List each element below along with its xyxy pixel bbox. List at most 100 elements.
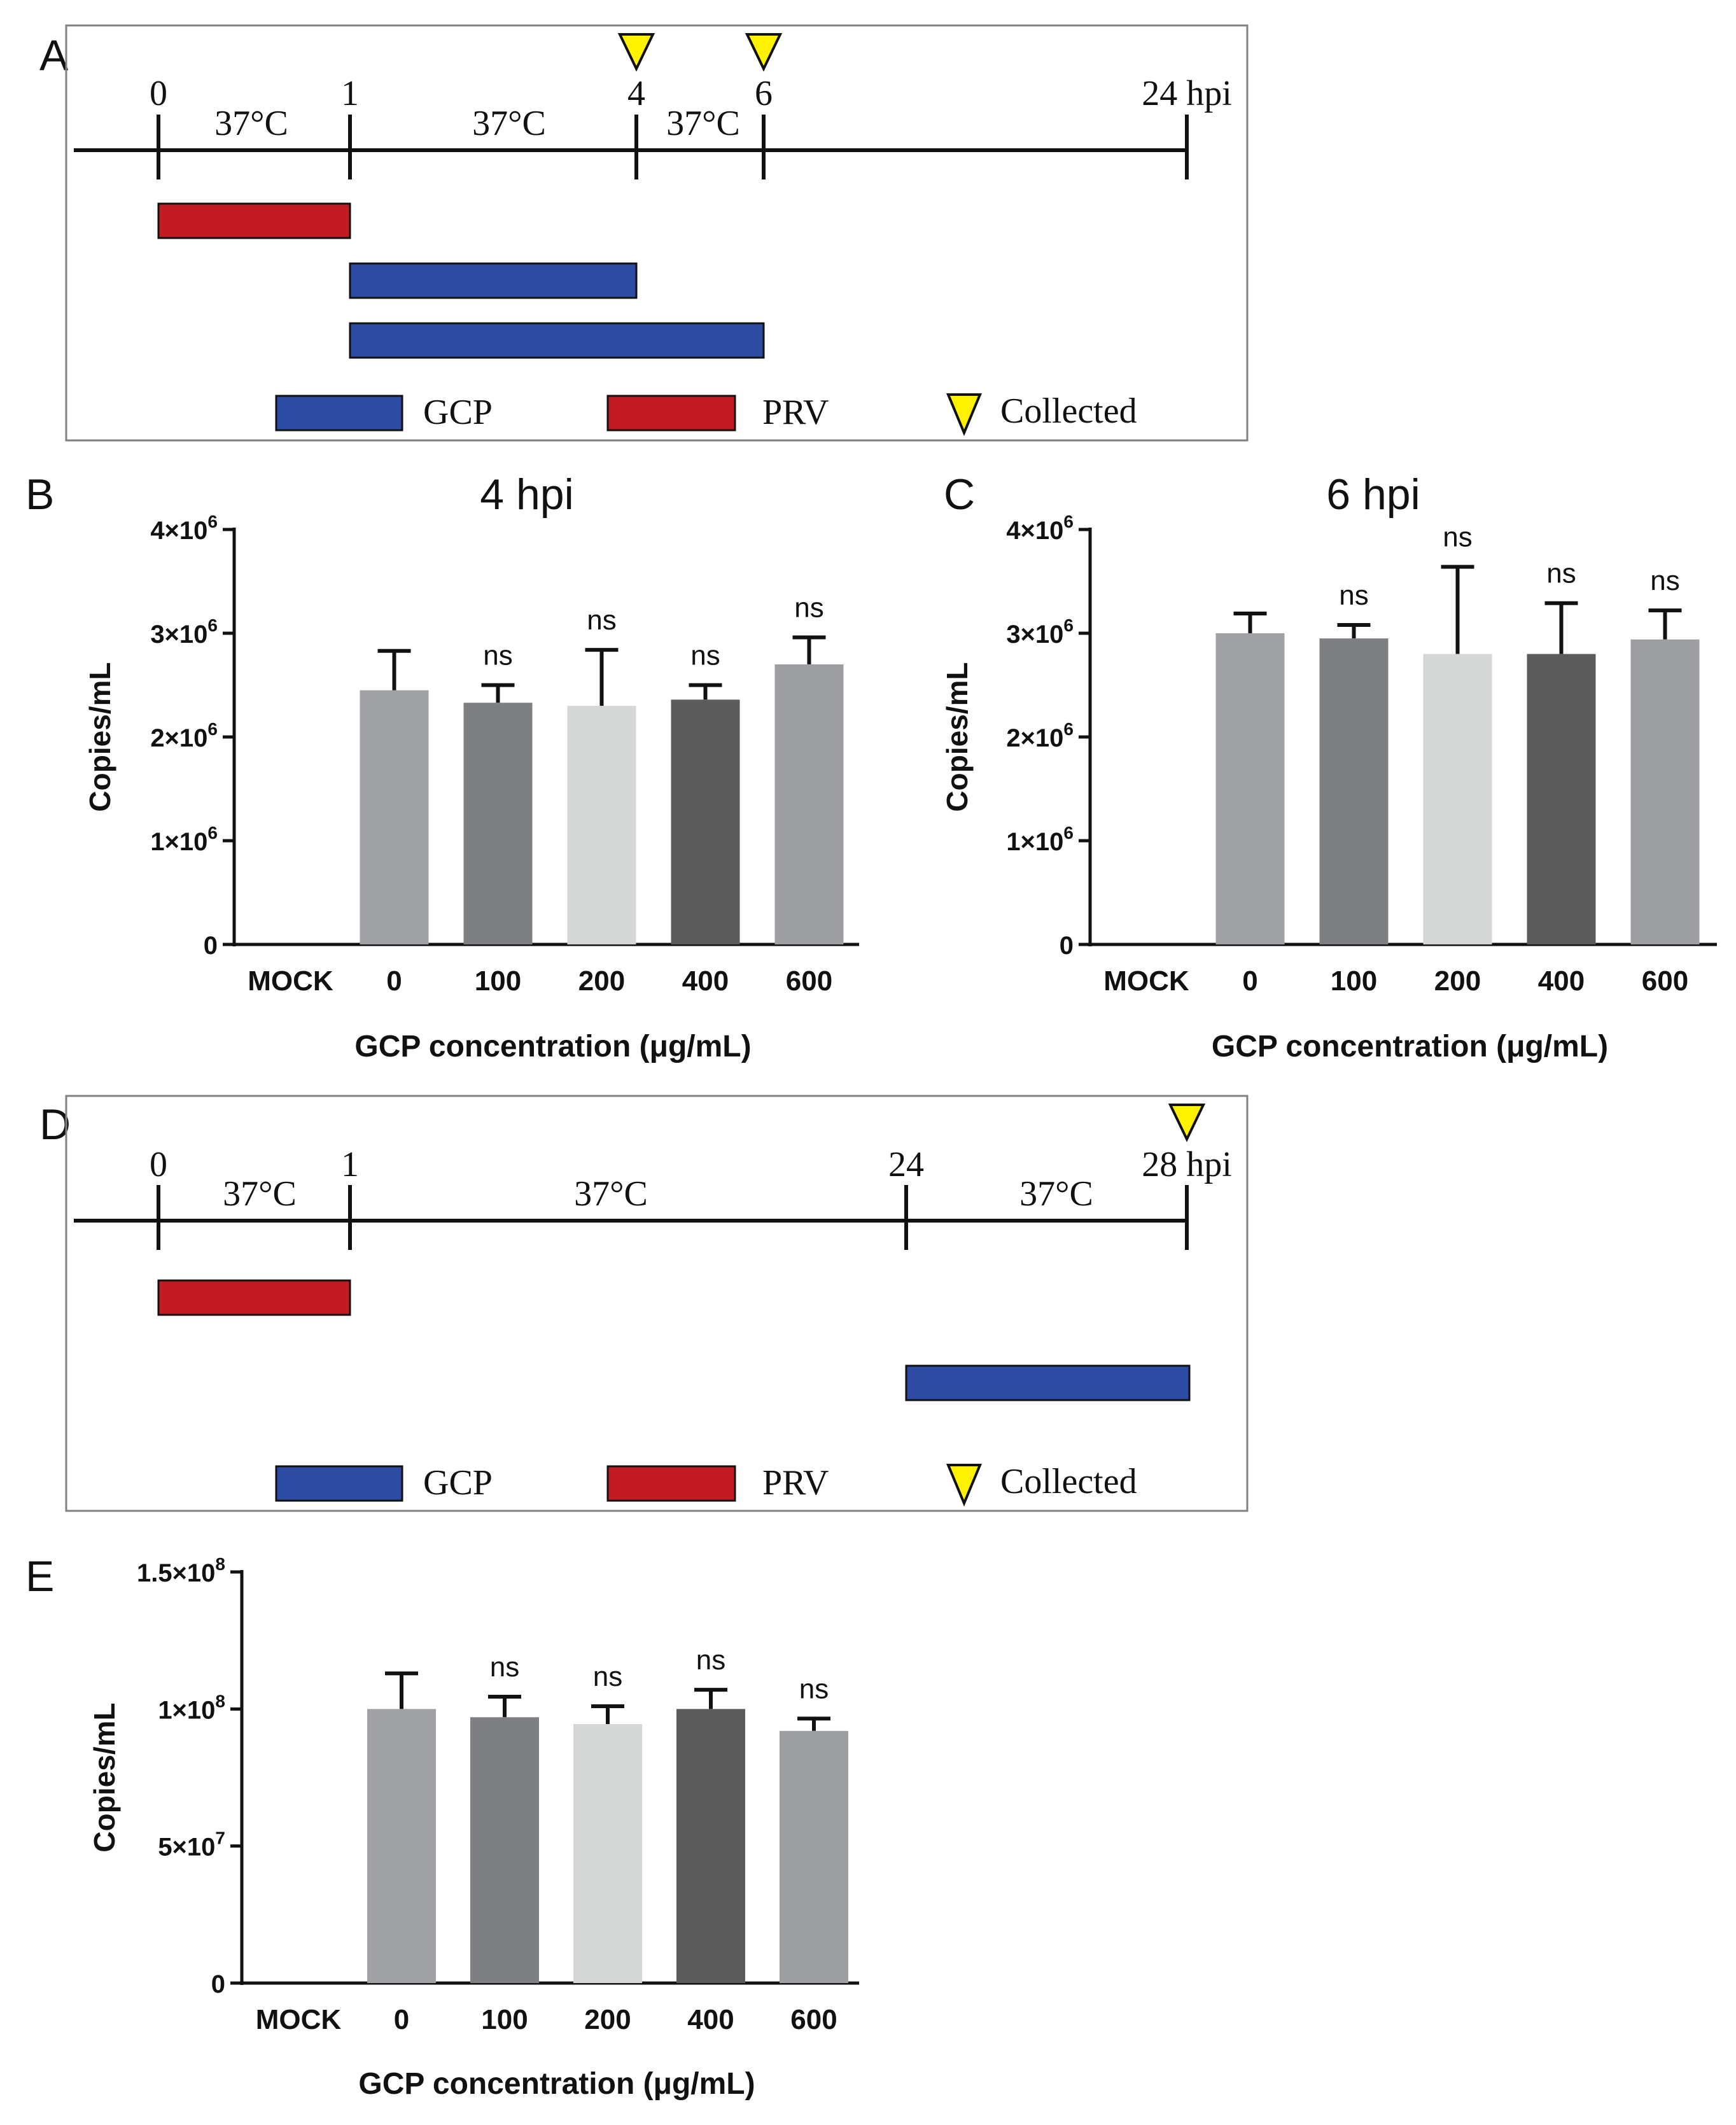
chart-c-ytick-label: 4×106 (1006, 512, 1074, 545)
chart-c-category-label: MOCK (1103, 965, 1189, 997)
chart-c-annotation: ns (1546, 558, 1576, 589)
timeline-d-temp-1: 37°C (574, 1174, 648, 1214)
chart-e-xlabel: GCP concentration (μg/mL) (358, 2067, 755, 2101)
chart-b: B 4 hpi 0 1×106 2×106 3×106 4×106 Copies/mL MOCK… (25, 470, 859, 1063)
chart-c-ytick-label: 2×106 (1006, 719, 1074, 752)
timeline-d-tick-label-0: 0 (150, 1145, 167, 1184)
timeline-a-temp-2: 37°C (666, 104, 740, 143)
chart-e-ytick-label: 0 (211, 1970, 225, 1998)
chart-b-category-label: 0 (386, 965, 402, 997)
chart-e-ytick-label: 1×108 (158, 1691, 225, 1724)
chart-e-category-label: 200 (584, 2004, 631, 2035)
chart-e-category-label: MOCK (256, 2004, 342, 2035)
chart-e-annotation: ns (490, 1652, 519, 1683)
timeline-d-tick-label-2: 24 (888, 1145, 924, 1184)
chart-b-ytick-label: 0 (204, 932, 218, 960)
chart-e-category-label: 400 (687, 2004, 734, 2035)
chart-e-ylabel: Copies/mL (88, 1702, 121, 1852)
chart-c-bar (1215, 633, 1285, 944)
timeline-a-bar-prv (157, 202, 351, 239)
legend-a-prv-swatch (606, 395, 736, 431)
chart-c-category-label: 400 (1538, 965, 1585, 997)
collected-marker-a-4 (617, 33, 655, 72)
chart-b-ytick-label: 1×106 (150, 823, 218, 856)
legend-a-gcp-label: GCP (423, 393, 493, 432)
timeline-a-tick-label-3: 6 (755, 74, 773, 113)
chart-c-category-label: 600 (1642, 965, 1688, 997)
chart-e-ytick-label: 1.5×108 (137, 1554, 225, 1587)
legend-d-gcp-swatch (275, 1465, 403, 1502)
collected-marker-a-6 (745, 33, 783, 72)
chart-b-bar (671, 699, 740, 944)
legend-d-collected-icon (946, 1464, 982, 1507)
timeline-a-temp-0: 37°C (214, 104, 288, 143)
legend-d-prv-label: PRV (762, 1463, 829, 1503)
chart-b-ytick-label: 2×106 (150, 719, 218, 752)
timeline-a-tick-label-1: 1 (341, 74, 359, 113)
chart-b-bar (463, 703, 533, 944)
panel-d: D 0 1 24 28 hpi 37°C 37°C 37°C GCP PRV C… (39, 1095, 1249, 1512)
chart-b-ytick-label: 4×106 (150, 512, 218, 545)
panel-a: A 0 1 4 6 24 hpi 37°C 37°C 37°C GCP PRV … (39, 24, 1249, 442)
chart-b-bar (567, 706, 636, 944)
chart-c-annotation: ns (1650, 565, 1679, 596)
chart-c-ytick-label: 0 (1060, 932, 1074, 960)
chart-c-bar (1423, 654, 1492, 944)
legend-a-collected-icon (946, 393, 982, 437)
panel-label-e: E (25, 1552, 54, 1601)
legend-a-gcp-swatch (275, 395, 403, 431)
chart-c-bar (1527, 654, 1596, 944)
chart-c-category-label: 0 (1242, 965, 1257, 997)
chart-b-annotation: ns (690, 640, 720, 671)
timeline-d-temp-2: 37°C (1019, 1174, 1093, 1214)
timeline-a-tick-label-2: 4 (627, 74, 645, 113)
chart-e-annotation: ns (799, 1673, 829, 1704)
chart-b-bar (360, 690, 429, 944)
chart-b-ylabel: Copies/mL (83, 662, 116, 811)
chart-b-xlabel: GCP concentration (μg/mL) (354, 1030, 751, 1063)
timeline-a-bar-gcp-1-6 (349, 322, 765, 359)
chart-c-ytick-label: 1×106 (1006, 823, 1074, 856)
chart-b-category-label: 600 (786, 965, 832, 997)
chart-e-bar (573, 1724, 642, 1983)
legend-d-prv-swatch (606, 1465, 736, 1502)
chart-b-annotation: ns (794, 593, 823, 624)
timeline-d-tick-label-1: 1 (341, 1145, 359, 1184)
chart-b-annotation: ns (587, 605, 616, 636)
panel-label-a: A (39, 31, 69, 80)
chart-e-bar (676, 1709, 745, 1983)
chart-c-bar (1319, 638, 1389, 944)
chart-b-category-label: 200 (578, 965, 625, 997)
timeline-d-bar-gcp (905, 1364, 1191, 1401)
chart-c: C 6 hpi 0 1×106 2×106 3×106 4×106 Copies/mL MOCK… (941, 470, 1717, 1063)
chart-b-ytick-label: 3×106 (150, 615, 218, 649)
legend-a-prv-label: PRV (762, 393, 829, 432)
chart-c-xlabel: GCP concentration (μg/mL) (1212, 1030, 1608, 1063)
chart-b-category-label: 400 (682, 965, 729, 997)
chart-e-category-label: 600 (790, 2004, 837, 2035)
chart-c-annotation: ns (1339, 580, 1368, 611)
chart-e-category-label: 0 (394, 2004, 409, 2035)
chart-e-bar (470, 1717, 539, 1983)
chart-e-annotation: ns (696, 1645, 725, 1676)
panel-label-b: B (25, 470, 54, 519)
timeline-a-bar-gcp-1-4 (349, 262, 638, 299)
panel-d-frame (65, 1095, 1249, 1512)
chart-b-annotation: ns (483, 640, 512, 671)
chart-b-bar (774, 664, 844, 944)
chart-e-bar (367, 1709, 436, 1983)
chart-e-category-label: 100 (481, 2004, 528, 2035)
collected-marker-d-28 (1168, 1104, 1206, 1142)
timeline-a-temp-1: 37°C (472, 104, 546, 143)
timeline-d-temp-0: 37°C (223, 1174, 297, 1214)
chart-c-ylabel: Copies/mL (941, 662, 974, 811)
timeline-a-tick-label-4: 24 hpi (1142, 74, 1232, 113)
chart-b-title: 4 hpi (480, 470, 573, 519)
timeline-d-tick-label-3: 28 hpi (1142, 1145, 1232, 1184)
chart-c-bar (1630, 639, 1700, 944)
chart-b-category-label: 100 (475, 965, 521, 997)
chart-c-ytick-label: 3×106 (1006, 615, 1074, 649)
chart-c-annotation: ns (1443, 522, 1472, 553)
